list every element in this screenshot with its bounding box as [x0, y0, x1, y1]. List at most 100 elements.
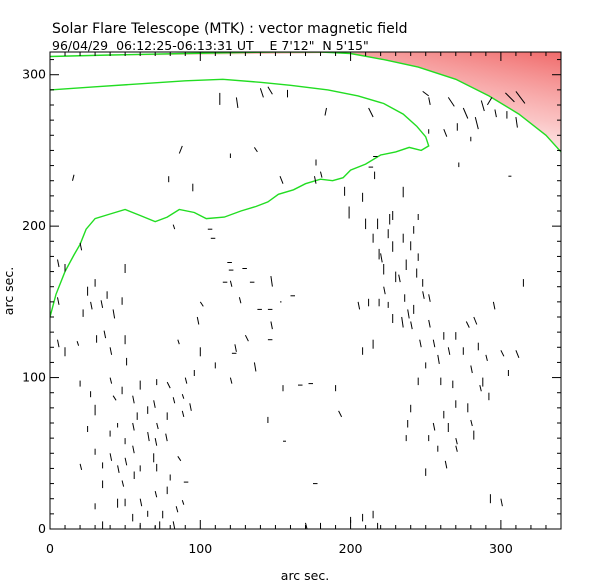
vector-11	[462, 107, 469, 119]
vector-153	[305, 522, 308, 529]
vector-212	[470, 419, 473, 427]
vector-229	[444, 460, 448, 469]
vector-240	[229, 377, 233, 384]
vector-236	[72, 174, 75, 181]
vector-126	[124, 457, 128, 466]
x-tick-label-300: 300	[489, 541, 513, 556]
vector-218	[455, 437, 458, 445]
vector-3	[259, 88, 264, 98]
vector-83	[103, 330, 107, 339]
vector-32	[320, 171, 323, 178]
y-tick-label-0: 0	[38, 521, 46, 536]
vector-189	[419, 339, 422, 348]
vector-91	[112, 395, 117, 401]
contour-line-1	[50, 78, 430, 318]
vector-96	[153, 400, 156, 408]
vector-18	[515, 117, 518, 128]
vector-98	[166, 381, 171, 389]
vector-22	[474, 116, 479, 130]
vector-70	[57, 339, 60, 348]
vector-128	[79, 463, 83, 471]
vector-56	[238, 297, 242, 304]
vector-8	[422, 91, 430, 97]
vector-84	[109, 347, 113, 355]
vector-243	[196, 316, 200, 325]
vector-115	[154, 490, 158, 498]
vector-79	[112, 309, 116, 319]
vector-137	[181, 500, 185, 505]
vector-227	[500, 498, 503, 507]
vector-14	[505, 92, 515, 103]
vector-185	[398, 274, 401, 283]
observation-subtitle: 96/04/29 06:12:25-06:13:31 UT E 7'12" N …	[52, 38, 369, 53]
vector-194	[447, 347, 451, 355]
vector-188	[410, 321, 413, 330]
vector-93	[132, 395, 135, 404]
x-tick-label-200: 200	[339, 541, 363, 556]
vector-30	[314, 176, 317, 184]
vector-187	[407, 309, 410, 319]
figure-title: Solar Flare Telescope (MTK) : vector mag…	[52, 21, 408, 37]
vector-204	[515, 350, 520, 358]
vector-160	[338, 410, 343, 418]
vector-104	[156, 422, 159, 430]
x-axis-label: arc sec.	[281, 568, 329, 583]
y-tick-label-300: 300	[22, 67, 46, 82]
vector-112	[121, 480, 125, 487]
vector-192	[437, 354, 440, 364]
vector-140	[175, 506, 179, 513]
vector-228	[455, 445, 458, 452]
x-tick-label-100: 100	[188, 541, 212, 556]
vector-7	[368, 107, 374, 118]
vector-105	[147, 432, 150, 442]
vector-206	[479, 384, 482, 392]
vector-107	[165, 433, 168, 442]
vector-202	[500, 350, 505, 357]
vector-87	[109, 377, 113, 384]
magnetic-vectors	[57, 86, 526, 529]
intensity-haze	[50, 52, 561, 152]
vector-239	[199, 301, 204, 307]
vector-77	[100, 300, 104, 308]
vector-102	[189, 403, 192, 411]
vector-120	[172, 521, 176, 529]
y-axis-label: arc sec.	[1, 267, 16, 315]
vector-53	[229, 280, 233, 287]
vector-69	[57, 297, 60, 305]
vector-68	[79, 242, 83, 251]
plot-frame	[49, 51, 562, 530]
vector-124	[117, 465, 120, 473]
vector-13	[486, 97, 493, 106]
vector-44	[172, 224, 176, 230]
vector-201	[485, 354, 488, 362]
vector-61	[234, 344, 237, 352]
vector-177	[428, 294, 431, 302]
vector-114	[139, 498, 143, 507]
vector-199	[473, 316, 478, 325]
vector-190	[428, 319, 431, 328]
vector-4	[267, 86, 273, 95]
vector-66	[57, 259, 60, 268]
y-tick-label-100: 100	[22, 370, 46, 385]
vector-234	[422, 291, 425, 299]
vector-191	[432, 339, 436, 348]
x-tick-label-0: 0	[46, 541, 54, 556]
vector-65	[253, 362, 257, 372]
vector-6	[324, 107, 327, 116]
vector-57	[270, 276, 273, 287]
vector-15	[515, 91, 526, 104]
vector-131	[132, 445, 135, 454]
vector-197	[470, 365, 473, 374]
vector-12	[480, 100, 485, 112]
vector-134	[177, 456, 182, 462]
vector-20	[443, 129, 448, 137]
vector-58	[270, 321, 273, 330]
vector-232	[492, 301, 496, 310]
vector-167	[401, 316, 404, 328]
vector-29	[279, 176, 284, 184]
vector-100	[181, 394, 185, 399]
vector-9	[428, 97, 431, 105]
vector-28	[253, 147, 258, 153]
vector-103	[181, 410, 185, 418]
